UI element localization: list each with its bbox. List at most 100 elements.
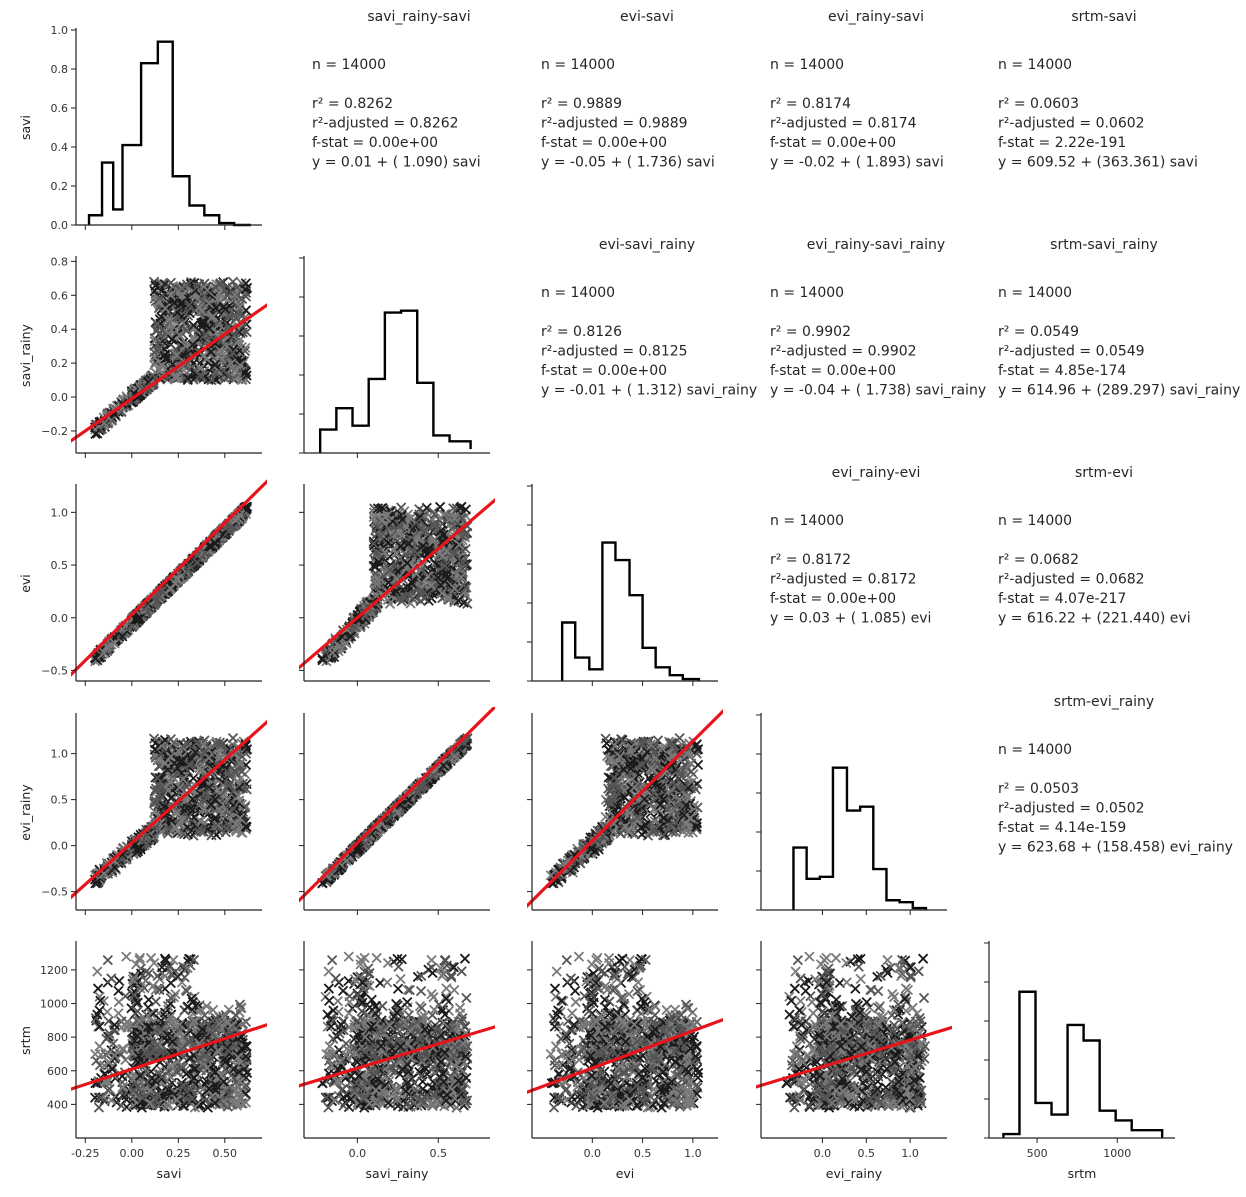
scatter-point — [165, 733, 176, 745]
scatter-point — [428, 771, 439, 782]
scatter-point — [383, 577, 394, 588]
stat-line: y = 609.52 + (363.361) savi — [998, 155, 1198, 171]
scatter-point — [448, 548, 459, 559]
scatter-point — [439, 560, 451, 571]
scatter-point — [154, 337, 165, 348]
stat-line: n = 14000 — [770, 513, 844, 529]
stat-line: y = 0.01 + ( 1.090) savi — [312, 155, 481, 171]
scatter-point — [228, 344, 239, 356]
histogram-step-line — [318, 309, 472, 453]
scatter-point — [415, 585, 427, 596]
scatter-point — [212, 820, 224, 831]
scatter-point — [368, 538, 379, 549]
y-tick-label: 0.8 — [51, 255, 69, 268]
scatter-point — [181, 279, 193, 290]
scatter-point — [233, 791, 244, 802]
scatter-point — [194, 370, 205, 381]
scatter-point — [240, 821, 252, 832]
scatter-point — [155, 773, 166, 785]
scatter-point — [190, 747, 201, 758]
scatter-point — [222, 290, 233, 301]
y-axis-label-evi_rainy: evi_rainy — [18, 784, 33, 841]
scatter-point — [411, 517, 422, 528]
scatter-point — [149, 347, 160, 358]
scatter-point — [360, 838, 371, 849]
scatter-point — [166, 334, 177, 345]
scatter-point — [199, 747, 210, 758]
stat-line: y = -0.05 + ( 1.736) savi — [541, 155, 715, 171]
stat-line: r²-adjusted = 0.8172 — [770, 572, 917, 588]
scatter-point — [397, 530, 408, 541]
scatter-point — [134, 843, 146, 854]
stat-line: f-stat = 0.00e+00 — [541, 135, 667, 151]
scatter-point — [205, 346, 217, 357]
scatter-point — [90, 428, 101, 439]
scatter-point — [234, 326, 245, 338]
stat-line: r²-adjusted = 0.0602 — [998, 116, 1145, 132]
scatter-point — [414, 504, 425, 515]
y-tick-label: 0.5 — [51, 794, 69, 807]
stat-line: f-stat = 0.00e+00 — [770, 135, 896, 151]
scatter-point — [163, 824, 174, 835]
scatter-point — [448, 521, 460, 532]
histogram-panel-evi — [527, 484, 718, 686]
scatter-point — [207, 311, 219, 322]
scatter-point — [462, 598, 473, 609]
scatter-point — [159, 279, 171, 290]
stat-title: evi-savi — [620, 9, 674, 25]
stat-line: f-stat = 0.00e+00 — [770, 591, 896, 607]
scatter-point — [368, 536, 379, 547]
scatter-point — [156, 325, 167, 336]
y-tick-label: 0.0 — [51, 391, 69, 404]
stat-line: r² = 0.0603 — [998, 96, 1079, 112]
scatter-point — [149, 744, 160, 755]
scatter-point — [194, 762, 205, 774]
scatter-point — [449, 751, 460, 762]
scatter-point — [117, 849, 128, 860]
scatter-point — [185, 807, 196, 818]
scatter-point — [163, 785, 174, 796]
y-tick-label: −0.5 — [41, 664, 68, 677]
scatter-point — [405, 543, 416, 554]
scatter-point — [405, 513, 416, 524]
stat-line: r² = 0.9889 — [541, 96, 622, 112]
scatter-point — [188, 773, 199, 784]
scatter-point — [419, 779, 430, 790]
scatter-point — [391, 547, 402, 559]
scatter-point — [402, 557, 413, 569]
scatter-point — [317, 653, 328, 664]
scatter-point — [334, 641, 345, 652]
scatter-point — [374, 515, 385, 527]
y-tick-label: 0.2 — [51, 357, 69, 370]
scatter-point — [196, 371, 208, 382]
scatter-point — [223, 525, 234, 537]
scatter-point — [223, 767, 235, 778]
scatter-point — [184, 759, 195, 771]
scatter-point — [132, 614, 143, 625]
scatter-point — [162, 314, 173, 325]
scatter-point — [231, 289, 242, 300]
regression-line — [299, 497, 495, 670]
scatter-point — [172, 371, 183, 383]
y-tick-label: 0.0 — [51, 219, 69, 232]
scatter-points — [317, 733, 473, 889]
stat-line: f-stat = 0.00e+00 — [541, 363, 667, 379]
scatter-point — [218, 529, 229, 540]
stat-line: r²-adjusted = 0.8262 — [312, 116, 459, 132]
scatter-point — [214, 791, 225, 802]
stat-title: srtm-savi — [1071, 9, 1136, 25]
scatter-point — [174, 782, 185, 793]
scatter-point — [197, 321, 208, 332]
scatter-point — [234, 301, 246, 312]
scatter-point — [417, 540, 428, 552]
scatter-point — [422, 563, 433, 574]
scatter-point — [197, 804, 209, 815]
scatter-point — [182, 372, 193, 384]
scatter-point — [171, 807, 182, 818]
scatter-point — [98, 647, 110, 658]
